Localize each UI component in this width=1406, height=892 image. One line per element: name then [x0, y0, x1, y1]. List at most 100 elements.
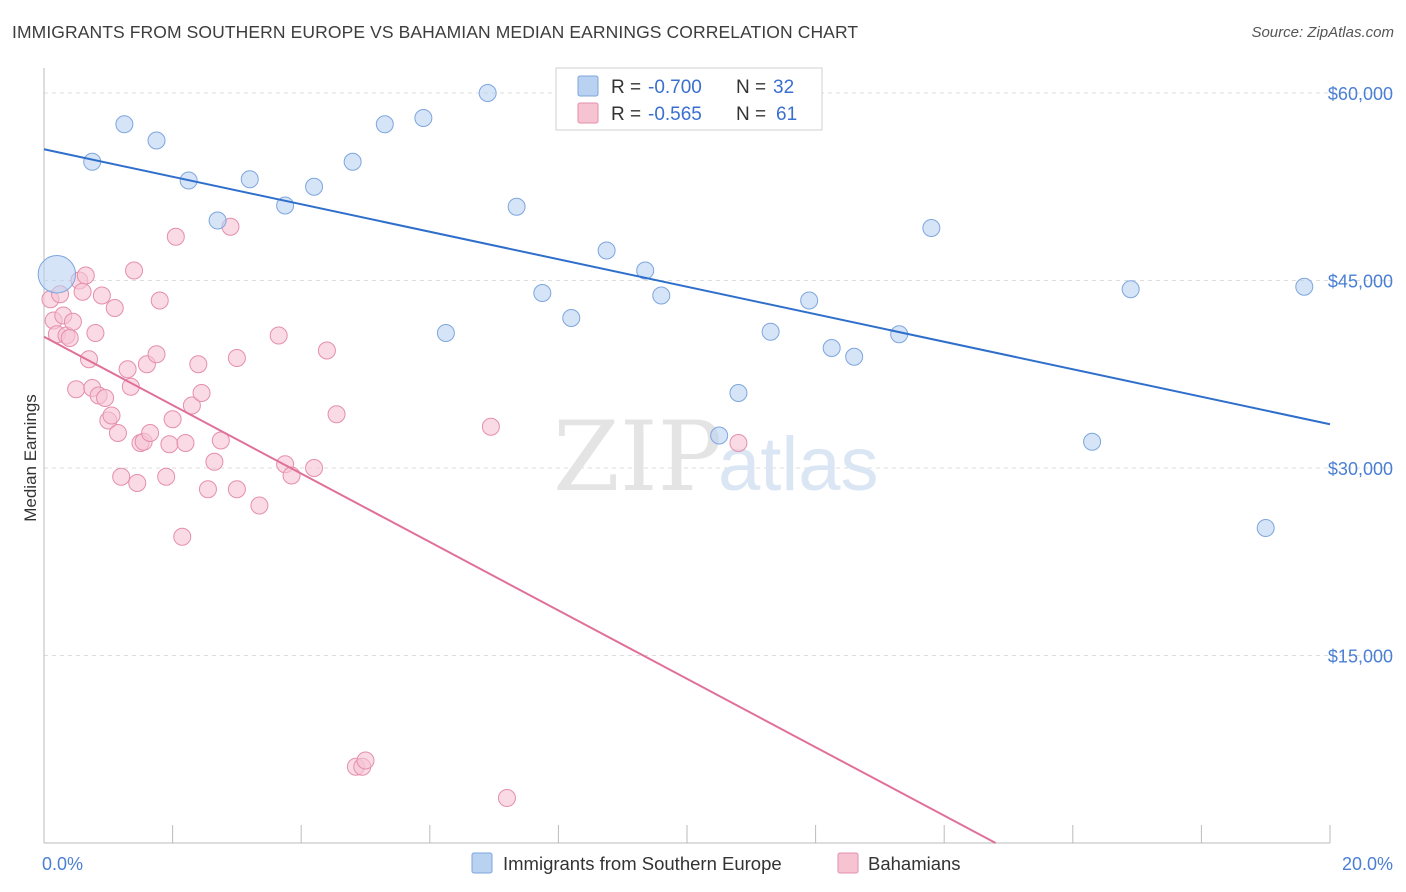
- bahamians-point: [108, 424, 127, 442]
- bahamians-point: [205, 452, 224, 471]
- bahamians-point: [250, 496, 269, 515]
- southern-europe-point: [147, 131, 166, 150]
- legend-n-label: N =: [736, 77, 766, 98]
- southern-europe-point: [597, 241, 616, 260]
- southern-europe-point: [800, 291, 819, 310]
- southern-europe-point: [240, 170, 259, 189]
- legend-swatch-pink: [577, 102, 599, 124]
- bahamians-point: [327, 405, 346, 424]
- bahamians-point: [80, 350, 99, 369]
- series-label-southern-europe: Immigrants from Southern Europe: [503, 853, 782, 874]
- bahamians-points: [41, 217, 748, 807]
- bahamians-point: [92, 286, 111, 305]
- bahamians-point: [118, 360, 137, 379]
- bahamians-point: [67, 380, 86, 399]
- series-label-bahamians: Bahamians: [868, 853, 961, 874]
- bahamians-point: [269, 326, 288, 345]
- legend-r-label: R =: [611, 104, 641, 125]
- southern-europe-point: [208, 211, 227, 230]
- bahamians-point: [73, 282, 92, 301]
- chart-title: IMMIGRANTS FROM SOUTHERN EUROPE VS BAHAM…: [12, 22, 859, 42]
- bahamians-point: [128, 474, 147, 492]
- bahamians-point: [150, 291, 169, 310]
- southern-europe-point: [845, 347, 864, 366]
- bahamians-point: [211, 431, 230, 450]
- bahamians-point: [86, 324, 105, 342]
- bahamians-point: [182, 396, 201, 415]
- series-swatch-blue: [471, 852, 493, 874]
- bahamians-point: [125, 261, 144, 280]
- source-label: Source: ZipAtlas.com: [1251, 24, 1394, 41]
- bahamians-point: [96, 389, 115, 407]
- bahamians-point: [173, 527, 192, 546]
- bahamians-trend-line: [43, 335, 997, 844]
- bahamians-point: [105, 299, 124, 317]
- x-tick-label: 0.0%: [42, 854, 83, 874]
- southern-europe-point: [1295, 277, 1314, 296]
- watermark-zip: ZIP: [553, 401, 722, 513]
- southern-europe-point: [375, 115, 394, 134]
- bahamians-point: [147, 345, 166, 364]
- bahamians-point: [481, 417, 500, 436]
- legend-box: [555, 67, 823, 131]
- southern-europe-point: [710, 426, 729, 445]
- southern-europe-point: [507, 197, 526, 216]
- watermark: ZIP atlas: [553, 401, 879, 513]
- bahamians-point: [60, 329, 79, 347]
- bahamians-point: [192, 384, 211, 402]
- legend-swatch-blue: [577, 75, 599, 97]
- x-tick-labels: 0.0% 20.0%: [42, 854, 1393, 874]
- bahamians-point: [157, 467, 176, 486]
- y-tick-label: $60,000: [1328, 84, 1393, 104]
- southern-europe-point: [1121, 280, 1140, 299]
- legend-n-value: 32: [773, 77, 794, 98]
- y-tick-label: $30,000: [1328, 459, 1393, 479]
- southern-europe-point: [343, 152, 362, 171]
- bahamians-point: [163, 410, 182, 429]
- legend-r-label: R =: [611, 77, 641, 98]
- southern-europe-point: [1083, 432, 1102, 451]
- y-tick-label: $45,000: [1328, 272, 1393, 292]
- legend-r-value: -0.565: [648, 104, 702, 125]
- bahamians-point: [356, 751, 375, 770]
- southern-europe-point: [636, 261, 655, 280]
- southern-europe-point: [1256, 519, 1275, 537]
- watermark-atlas: atlas: [718, 422, 879, 507]
- x-tick-label: 20.0%: [1342, 854, 1393, 874]
- bahamians-point: [102, 406, 121, 425]
- southern-europe-point: [562, 309, 581, 327]
- series-swatch-pink: [837, 852, 859, 874]
- axes: [43, 68, 1331, 844]
- southern-europe-point: [652, 286, 671, 305]
- bahamians-point: [305, 459, 324, 477]
- bahamians-point: [160, 435, 179, 454]
- series-legend: Immigrants from Southern Europe Bahamian…: [471, 852, 961, 874]
- southern-europe-point: [822, 339, 841, 357]
- y-tick-labels: $15,000 $30,000 $45,000 $60,000: [1328, 84, 1393, 667]
- southern-europe-point: [478, 84, 497, 102]
- southern-europe-point: [115, 115, 134, 134]
- trend-lines: [43, 148, 1331, 844]
- bahamians-point: [76, 266, 95, 285]
- bahamians-point: [189, 355, 208, 374]
- correlation-legend: R = -0.700 N = 32 R = -0.565 N = 61: [555, 67, 823, 131]
- legend-n-label: N =: [736, 104, 766, 125]
- y-tick-label: $15,000: [1328, 647, 1393, 667]
- southern-europe-point: [37, 255, 77, 294]
- southern-europe-point: [922, 219, 941, 237]
- bahamians-point: [227, 349, 246, 367]
- y-axis-label: Median Earnings: [21, 394, 40, 522]
- bahamians-point: [317, 341, 336, 360]
- southern-europe-point: [436, 324, 455, 342]
- bahamians-point: [166, 227, 185, 246]
- bahamians-point: [112, 467, 131, 486]
- bahamians-point: [198, 480, 217, 499]
- bahamians-point: [729, 434, 748, 452]
- bahamians-point: [227, 480, 246, 499]
- legend-r-value: -0.700: [648, 77, 702, 98]
- southern-europe-point: [761, 322, 780, 341]
- southern-europe-point: [414, 109, 433, 127]
- bahamians-point: [141, 424, 160, 442]
- legend-n-value: 61: [776, 104, 797, 125]
